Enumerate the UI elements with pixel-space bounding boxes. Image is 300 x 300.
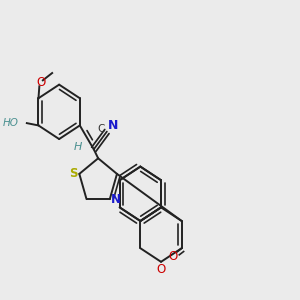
Text: H: H: [74, 142, 82, 152]
Text: O: O: [156, 262, 166, 276]
Text: O: O: [168, 250, 178, 263]
Text: N: N: [111, 193, 121, 206]
Text: N: N: [108, 119, 119, 132]
Text: S: S: [69, 167, 77, 180]
Text: HO: HO: [3, 118, 19, 128]
Text: C: C: [98, 124, 105, 134]
Text: O: O: [36, 76, 45, 89]
